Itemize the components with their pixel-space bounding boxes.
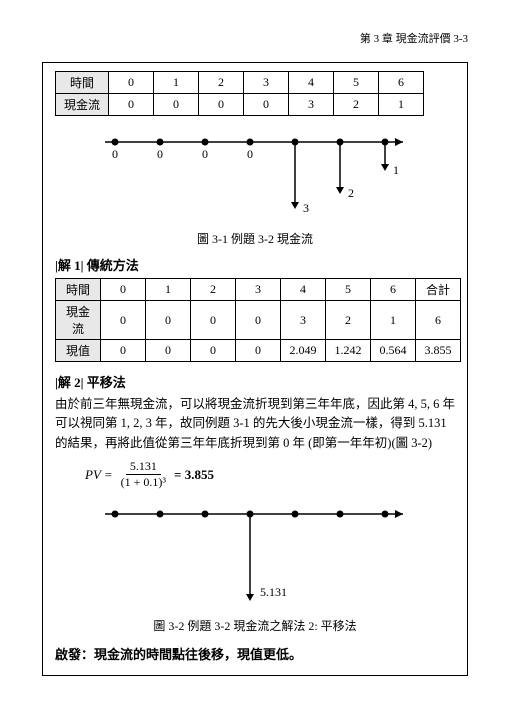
- t2-r3-label: 現值: [56, 340, 101, 362]
- table-cashflow-1: 時間 0 1 2 3 4 5 6 現金流 0 0 0 0 3 2 1: [55, 71, 424, 116]
- t2-cell: 0: [236, 340, 281, 362]
- t2-cell: 0: [101, 340, 146, 362]
- section-2-title: |解 2| 平移法: [55, 372, 455, 391]
- formula-den: (1 + 0.1)³: [117, 475, 170, 490]
- t2-cell: 0: [101, 301, 146, 340]
- t2-cell: 2: [191, 279, 236, 301]
- svg-text:0: 0: [247, 147, 253, 161]
- formula-lhs: PV =: [85, 467, 113, 483]
- formula-num: 5.131: [126, 459, 161, 475]
- t2-cell: 3: [236, 279, 281, 301]
- formula-rhs: = 3.855: [174, 467, 214, 483]
- t1-cell: 0: [109, 72, 154, 94]
- pv-formula: PV = 5.131 (1 + 0.1)³ = 3.855: [85, 459, 455, 490]
- t2-cell: 3.855: [416, 340, 461, 362]
- t2-cell: 6: [371, 279, 416, 301]
- caption-1: 圖 3-1 例題 3-2 現金流: [55, 230, 455, 247]
- page-header: 第 3 章 現金流評價 3-3: [42, 30, 468, 46]
- t1-r2-label: 現金流: [56, 94, 109, 116]
- t2-cell: 1.242: [326, 340, 371, 362]
- t1-cell: 3: [289, 94, 334, 116]
- svg-text:2: 2: [348, 186, 354, 200]
- t2-cell: 1: [146, 279, 191, 301]
- t2-r2-label: 現金流: [56, 301, 101, 340]
- t2-cell: 0: [146, 340, 191, 362]
- svg-text:0: 0: [112, 147, 118, 161]
- section-1-title: |解 1| 傳統方法: [55, 255, 455, 274]
- formula-fraction: 5.131 (1 + 0.1)³: [117, 459, 170, 490]
- t2-cell: 0: [191, 340, 236, 362]
- svg-text:0: 0: [202, 147, 208, 161]
- t1-cell: 4: [289, 72, 334, 94]
- t1-cell: 0: [244, 94, 289, 116]
- t2-cell: 0.564: [371, 340, 416, 362]
- conclusion: 啟發：現金流的時間點往後移，現值更低。: [55, 644, 455, 663]
- paragraph-1: 由於前三年無現金流，可以將現金流折現到第三年年底，因此第 4, 5, 6 年可以…: [55, 395, 455, 453]
- t1-r1-label: 時間: [56, 72, 109, 94]
- svg-text:3: 3: [303, 201, 309, 215]
- cashflow-timeline-1: 0 0 0 0 3 2 1: [85, 124, 425, 224]
- t2-cell: 1: [371, 301, 416, 340]
- t1-cell: 1: [154, 72, 199, 94]
- t2-cell: 0: [146, 301, 191, 340]
- svg-text:1: 1: [393, 163, 399, 177]
- t2-cell: 4: [281, 279, 326, 301]
- t2-cell: 2.049: [281, 340, 326, 362]
- t2-cell: 6: [416, 301, 461, 340]
- t1-cell: 5: [334, 72, 379, 94]
- t1-cell: 2: [199, 72, 244, 94]
- t1-cell: 1: [379, 94, 424, 116]
- t2-cell: 0: [236, 301, 281, 340]
- t2-cell: 2: [326, 301, 371, 340]
- t1-cell: 0: [199, 94, 244, 116]
- caption-2: 圖 3-2 例題 3-2 現金流之解法 2: 平移法: [55, 617, 455, 634]
- t2-cell: 5: [326, 279, 371, 301]
- table-cashflow-2: 時間 0 1 2 3 4 5 6 合計 現金流 0 0 0 0 3 2 1 6: [55, 278, 461, 362]
- t2-r1-label: 時間: [56, 279, 101, 301]
- t1-cell: 0: [154, 94, 199, 116]
- t1-cell: 2: [334, 94, 379, 116]
- content-frame: 時間 0 1 2 3 4 5 6 現金流 0 0 0 0 3 2 1 00003…: [42, 62, 468, 676]
- t2-cell: 0: [191, 301, 236, 340]
- t2-cell: 合計: [416, 279, 461, 301]
- cashflow-timeline-2: 5.131: [85, 496, 425, 611]
- t2-cell: 3: [281, 301, 326, 340]
- t2-cell: 0: [101, 279, 146, 301]
- t1-cell: 6: [379, 72, 424, 94]
- t1-cell: 0: [109, 94, 154, 116]
- svg-text:0: 0: [157, 147, 163, 161]
- svg-text:5.131: 5.131: [260, 585, 287, 599]
- t1-cell: 3: [244, 72, 289, 94]
